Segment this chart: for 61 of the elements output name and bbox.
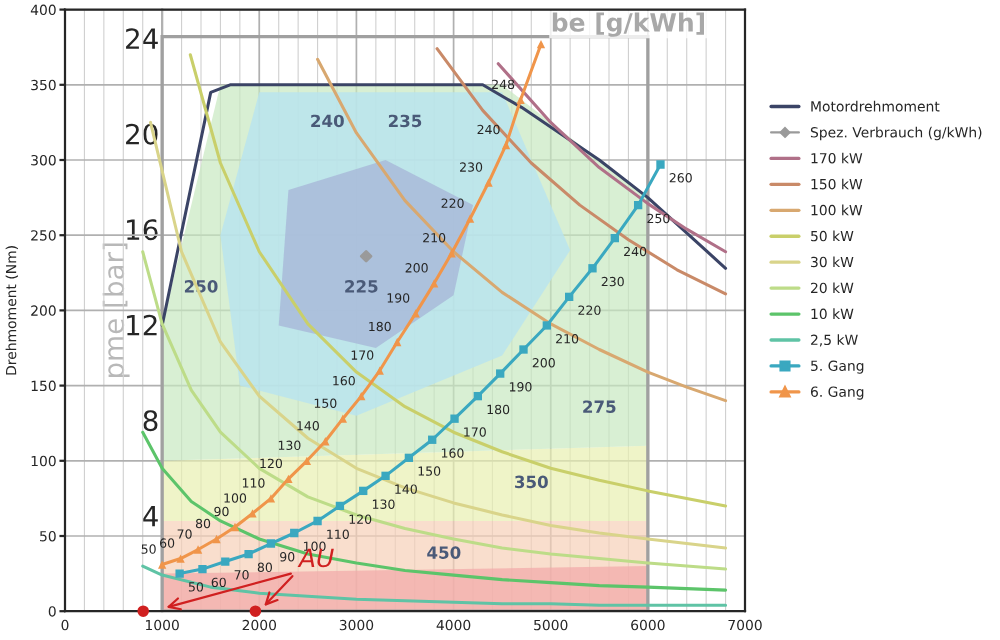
point [501,140,511,150]
point [338,414,347,423]
annotation: 275 [583,400,616,413]
point [429,279,439,288]
point [357,391,366,401]
annotation: 225 [345,280,378,293]
point [588,264,597,273]
y2-tick-label: 12 [127,314,157,336]
y2-tick-label: 16 [127,219,158,241]
point [610,234,619,243]
point [516,95,525,105]
point [542,321,551,330]
y2-axis-title: pme [bar] [102,243,130,378]
point [335,501,345,511]
point [321,437,330,446]
point [428,435,437,444]
annotation: be [g/kWh] [552,12,704,37]
point [536,40,546,49]
point [381,471,390,481]
point [656,160,665,169]
line-series [141,564,728,607]
point [519,345,528,354]
point [284,474,293,484]
point [313,516,322,526]
point [447,249,456,258]
point [375,366,384,375]
line-series [496,62,728,254]
point [484,178,493,187]
point [393,337,402,347]
point [496,369,505,378]
point [193,545,203,554]
y2-tick-label: 4 [143,506,158,527]
point [248,509,257,518]
point [266,539,276,548]
annotation: 450 [427,546,461,559]
y2-tick-label: 24 [126,28,158,49]
point [359,250,373,263]
line-series [141,430,728,592]
point [473,391,483,401]
point [633,200,643,210]
point [411,309,420,318]
point [212,534,221,544]
annotation: 250 [184,280,218,293]
point [198,564,207,574]
point [221,557,230,566]
point [565,292,574,302]
y2-tick-label: 8 [143,410,158,432]
point [176,554,185,563]
point [450,414,459,423]
annotation: 350 [515,475,548,489]
point [359,486,368,496]
point [230,522,240,532]
line-series [188,53,728,508]
point [290,528,299,538]
annotation: 240 [311,114,344,128]
point [404,453,414,462]
point [465,214,475,223]
point [244,549,253,559]
annotation: 235 [388,114,422,128]
point [157,560,167,569]
point [175,569,184,578]
